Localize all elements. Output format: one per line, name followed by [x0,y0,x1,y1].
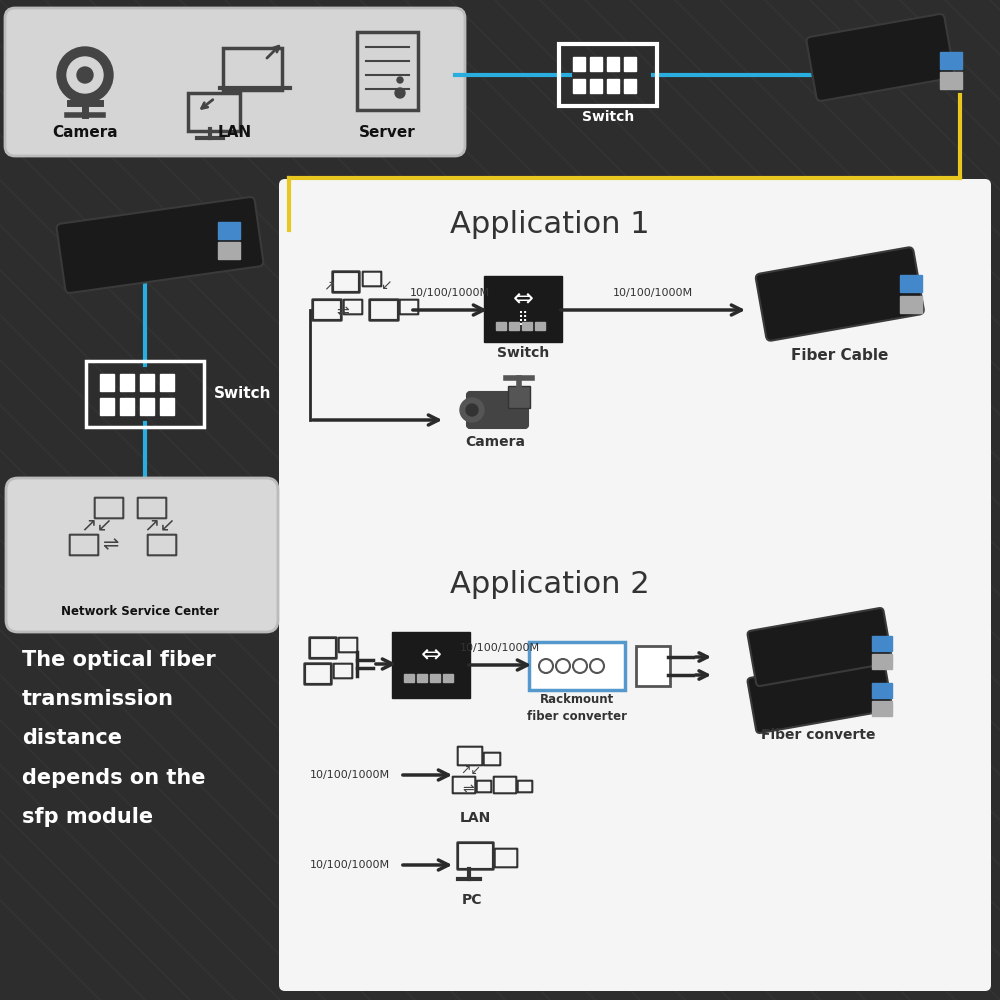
Text: Fiber converte: Fiber converte [761,728,875,742]
FancyBboxPatch shape [467,392,528,428]
Bar [535,322,545,330]
Text: ↗: ↗ [323,278,335,292]
Bar [140,398,154,415]
Text: ↗↙: ↗↙ [460,764,481,776]
Circle shape [460,398,484,422]
FancyBboxPatch shape [484,276,562,342]
Text: ↙: ↙ [380,278,392,292]
FancyBboxPatch shape [807,14,954,101]
Bar [872,654,892,669]
Bar [443,674,453,682]
Bar [430,674,440,682]
Bar [590,79,602,93]
Bar [509,322,519,330]
Circle shape [57,47,113,103]
Text: 10/100/1000M: 10/100/1000M [460,643,540,653]
Bar [900,275,922,292]
Text: Camera: Camera [52,125,118,140]
Circle shape [395,88,405,98]
Circle shape [77,67,93,83]
Text: ⇌: ⇌ [462,782,474,796]
Bar [624,57,636,71]
Bar [100,398,114,415]
Bar [160,374,174,391]
Bar [590,57,602,71]
Circle shape [67,57,103,93]
Bar [404,674,414,682]
Text: Application 1: Application 1 [450,210,650,239]
Text: Application 2: Application 2 [450,570,650,599]
Bar [522,322,532,330]
Bar [160,398,174,415]
Text: LAN: LAN [218,125,252,140]
Bar [573,79,585,93]
Bar [496,322,506,330]
Text: 10/100/1000M: 10/100/1000M [310,860,390,870]
Bar [872,636,892,651]
FancyBboxPatch shape [5,8,465,156]
Text: LAN: LAN [459,811,491,825]
Text: ⇌: ⇌ [336,304,349,320]
Text: ⇔: ⇔ [512,286,534,310]
FancyBboxPatch shape [756,247,924,341]
Text: 10/100/1000M: 10/100/1000M [410,288,490,298]
Text: Server: Server [359,125,415,140]
Bar [417,674,427,682]
Bar [100,374,114,391]
Text: ⇌: ⇌ [102,536,118,554]
Text: Switch: Switch [497,346,549,360]
Text: Network Service Center: Network Service Center [61,605,219,618]
Text: 10/100/1000M: 10/100/1000M [613,288,693,298]
Bar [940,52,962,69]
Text: ↗↙: ↗↙ [143,516,176,534]
FancyBboxPatch shape [279,179,991,991]
FancyBboxPatch shape [529,642,625,690]
Text: ↗↙: ↗↙ [80,516,113,534]
FancyBboxPatch shape [748,655,892,733]
FancyBboxPatch shape [748,608,892,686]
Bar [872,683,892,698]
FancyBboxPatch shape [636,646,670,686]
Circle shape [397,77,403,83]
Bar [120,398,134,415]
Bar [607,57,619,71]
Text: ⣿: ⣿ [518,311,528,325]
Bar [940,72,962,89]
Text: Fiber Cable: Fiber Cable [791,348,889,363]
Text: The optical fiber
transmission
distance
depends on the
sfp module: The optical fiber transmission distance … [22,650,216,827]
Text: Switch: Switch [582,110,634,124]
FancyBboxPatch shape [392,632,470,698]
FancyBboxPatch shape [508,386,530,408]
Text: 10/100/1000M: 10/100/1000M [310,770,390,780]
FancyBboxPatch shape [6,478,278,632]
Text: Switch: Switch [214,386,272,401]
Circle shape [466,404,478,416]
Bar [624,79,636,93]
Bar [140,374,154,391]
Bar [607,79,619,93]
Bar [573,57,585,71]
Text: PC: PC [462,893,482,907]
Bar [218,222,240,239]
Bar [120,374,134,391]
Text: Camera: Camera [465,435,525,449]
Text: ⇔: ⇔ [420,642,442,666]
FancyBboxPatch shape [57,197,263,293]
Bar [900,296,922,313]
Text: Rackmount
fiber converter: Rackmount fiber converter [527,693,627,723]
Bar [872,701,892,716]
Bar [218,242,240,259]
